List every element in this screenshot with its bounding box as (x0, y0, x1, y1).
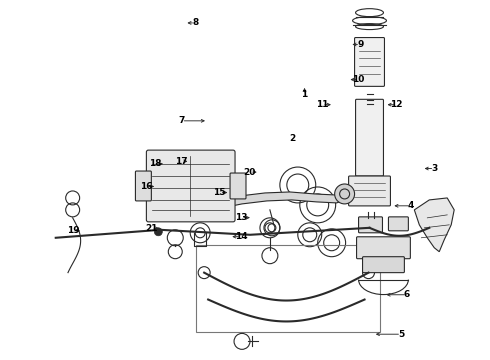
Bar (196, 245, 380, 332)
FancyBboxPatch shape (348, 176, 391, 206)
FancyBboxPatch shape (359, 217, 383, 233)
FancyBboxPatch shape (135, 171, 151, 201)
Text: 5: 5 (398, 330, 404, 339)
Text: 8: 8 (192, 18, 198, 27)
Text: 21: 21 (145, 224, 157, 233)
Circle shape (154, 228, 162, 236)
Text: 17: 17 (175, 157, 188, 166)
Text: 1: 1 (301, 90, 308, 99)
FancyBboxPatch shape (389, 217, 408, 231)
Text: 9: 9 (357, 40, 364, 49)
FancyBboxPatch shape (363, 257, 404, 273)
Polygon shape (415, 198, 454, 252)
Text: 7: 7 (178, 116, 185, 125)
Text: 16: 16 (140, 182, 153, 191)
Text: 4: 4 (408, 201, 414, 210)
Text: 14: 14 (235, 232, 247, 241)
Text: 20: 20 (244, 168, 256, 177)
FancyBboxPatch shape (147, 150, 235, 222)
Text: 18: 18 (149, 159, 161, 168)
FancyBboxPatch shape (356, 99, 384, 176)
Text: 11: 11 (316, 100, 328, 109)
FancyBboxPatch shape (355, 37, 385, 86)
Circle shape (335, 184, 355, 204)
Circle shape (208, 191, 232, 215)
Text: 10: 10 (352, 75, 365, 84)
Text: 15: 15 (213, 188, 226, 197)
Text: 3: 3 (431, 164, 438, 173)
FancyBboxPatch shape (230, 173, 246, 199)
Text: 12: 12 (390, 100, 403, 109)
Polygon shape (220, 192, 344, 208)
Text: 19: 19 (67, 226, 79, 235)
FancyBboxPatch shape (357, 237, 410, 259)
Text: 2: 2 (290, 134, 296, 143)
Text: 13: 13 (235, 213, 247, 222)
Text: 6: 6 (404, 290, 410, 299)
